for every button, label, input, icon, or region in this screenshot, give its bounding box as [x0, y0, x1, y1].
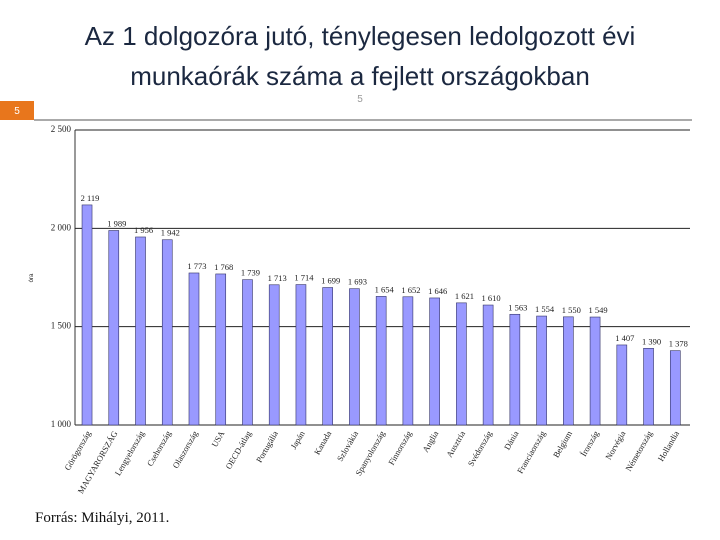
- value-label: 1 390: [642, 336, 661, 346]
- x-tick-label: Kanada: [312, 429, 334, 457]
- bar: [402, 296, 414, 426]
- x-tick-label: Japán: [288, 428, 307, 450]
- value-label: 1 610: [482, 293, 501, 303]
- x-tick-label: Anglia: [420, 429, 440, 454]
- x-tick-label: Szlovákia: [335, 429, 361, 463]
- bar: [188, 272, 200, 426]
- bar: [643, 347, 654, 426]
- bar: [482, 304, 494, 426]
- source: Forrás: Mihályi, 2011.: [35, 510, 169, 526]
- bar: [161, 239, 173, 426]
- page-number-box: [0, 101, 34, 120]
- value-label: 1 739: [241, 268, 260, 278]
- x-tick-label: Olaszország: [170, 428, 200, 470]
- y-tick-label: 2 500: [51, 124, 72, 134]
- x-tick-label: Norvégia: [603, 429, 628, 462]
- y-tick-label: 1 500: [51, 321, 72, 331]
- bar: [669, 350, 681, 426]
- bar: [509, 313, 521, 426]
- x-tick-label: Portugália: [254, 429, 280, 464]
- value-label: 1 549: [589, 305, 608, 315]
- x-tick-label: Csehország: [145, 428, 174, 468]
- value-label: 1 956: [134, 225, 153, 235]
- y-label: óra: [29, 273, 35, 282]
- x-tick-label: Belgium: [551, 429, 574, 460]
- title-line: Az 1 dolgozóra jutó, ténylegesen ledolgo…: [85, 21, 636, 51]
- value-label: 1 768: [214, 262, 233, 272]
- x-tick-label: Hollandia: [656, 429, 682, 463]
- x-tick-label: Svédország: [466, 428, 495, 468]
- bar: [81, 204, 93, 426]
- value-label: 1 646: [428, 286, 447, 296]
- bar: [242, 279, 253, 426]
- bar: [349, 288, 360, 426]
- value-label: 1 942: [161, 228, 180, 238]
- x-tick-label: Finnország: [386, 428, 414, 466]
- value-label: 1 550: [562, 305, 581, 315]
- value-label: 1 652: [401, 285, 420, 295]
- value-label: 1 989: [107, 218, 126, 228]
- page-number-faint: 5: [357, 94, 363, 105]
- page-number: 5: [14, 106, 20, 117]
- bar: [563, 316, 574, 426]
- y-tick-label: 2 000: [51, 222, 72, 232]
- x-tick-label: Dánia: [502, 429, 521, 452]
- value-label: 1 621: [455, 291, 474, 301]
- bar: [375, 296, 387, 426]
- y-tick-label: 1 000: [51, 419, 72, 429]
- bar: [589, 316, 601, 426]
- bar: [295, 284, 307, 426]
- bar: [616, 344, 628, 426]
- bar: [135, 236, 146, 426]
- value-label: 1 699: [321, 276, 340, 286]
- value-label: 1 693: [348, 277, 367, 287]
- x-tick-label: OECD-átlag: [223, 428, 253, 470]
- x-tick-label: Írország: [578, 428, 601, 458]
- bar: [456, 302, 467, 426]
- x-tick-label: USA: [209, 428, 227, 448]
- value-label: 1 714: [294, 273, 314, 283]
- x-tick-label: Görögország: [62, 428, 93, 472]
- title-line: munkaórák száma a fejlett országokban: [130, 61, 590, 91]
- value-label: 1 554: [535, 304, 555, 314]
- bar: [215, 273, 227, 426]
- bar: [536, 315, 547, 426]
- value-label: 1 378: [669, 339, 688, 349]
- bar: [268, 284, 280, 426]
- value-label: 1 654: [375, 284, 395, 294]
- bar: [429, 297, 440, 426]
- value-label: 1 563: [508, 302, 527, 312]
- value-label: 1 773: [187, 261, 206, 271]
- x-tick-label: Ausztria: [444, 429, 467, 459]
- bar: [322, 287, 333, 426]
- bar: [108, 230, 120, 426]
- value-label: 1 407: [615, 333, 634, 343]
- x-tick-label: Németország: [623, 428, 654, 472]
- value-label: 1 713: [268, 273, 287, 283]
- value-label: 2 119: [81, 193, 100, 203]
